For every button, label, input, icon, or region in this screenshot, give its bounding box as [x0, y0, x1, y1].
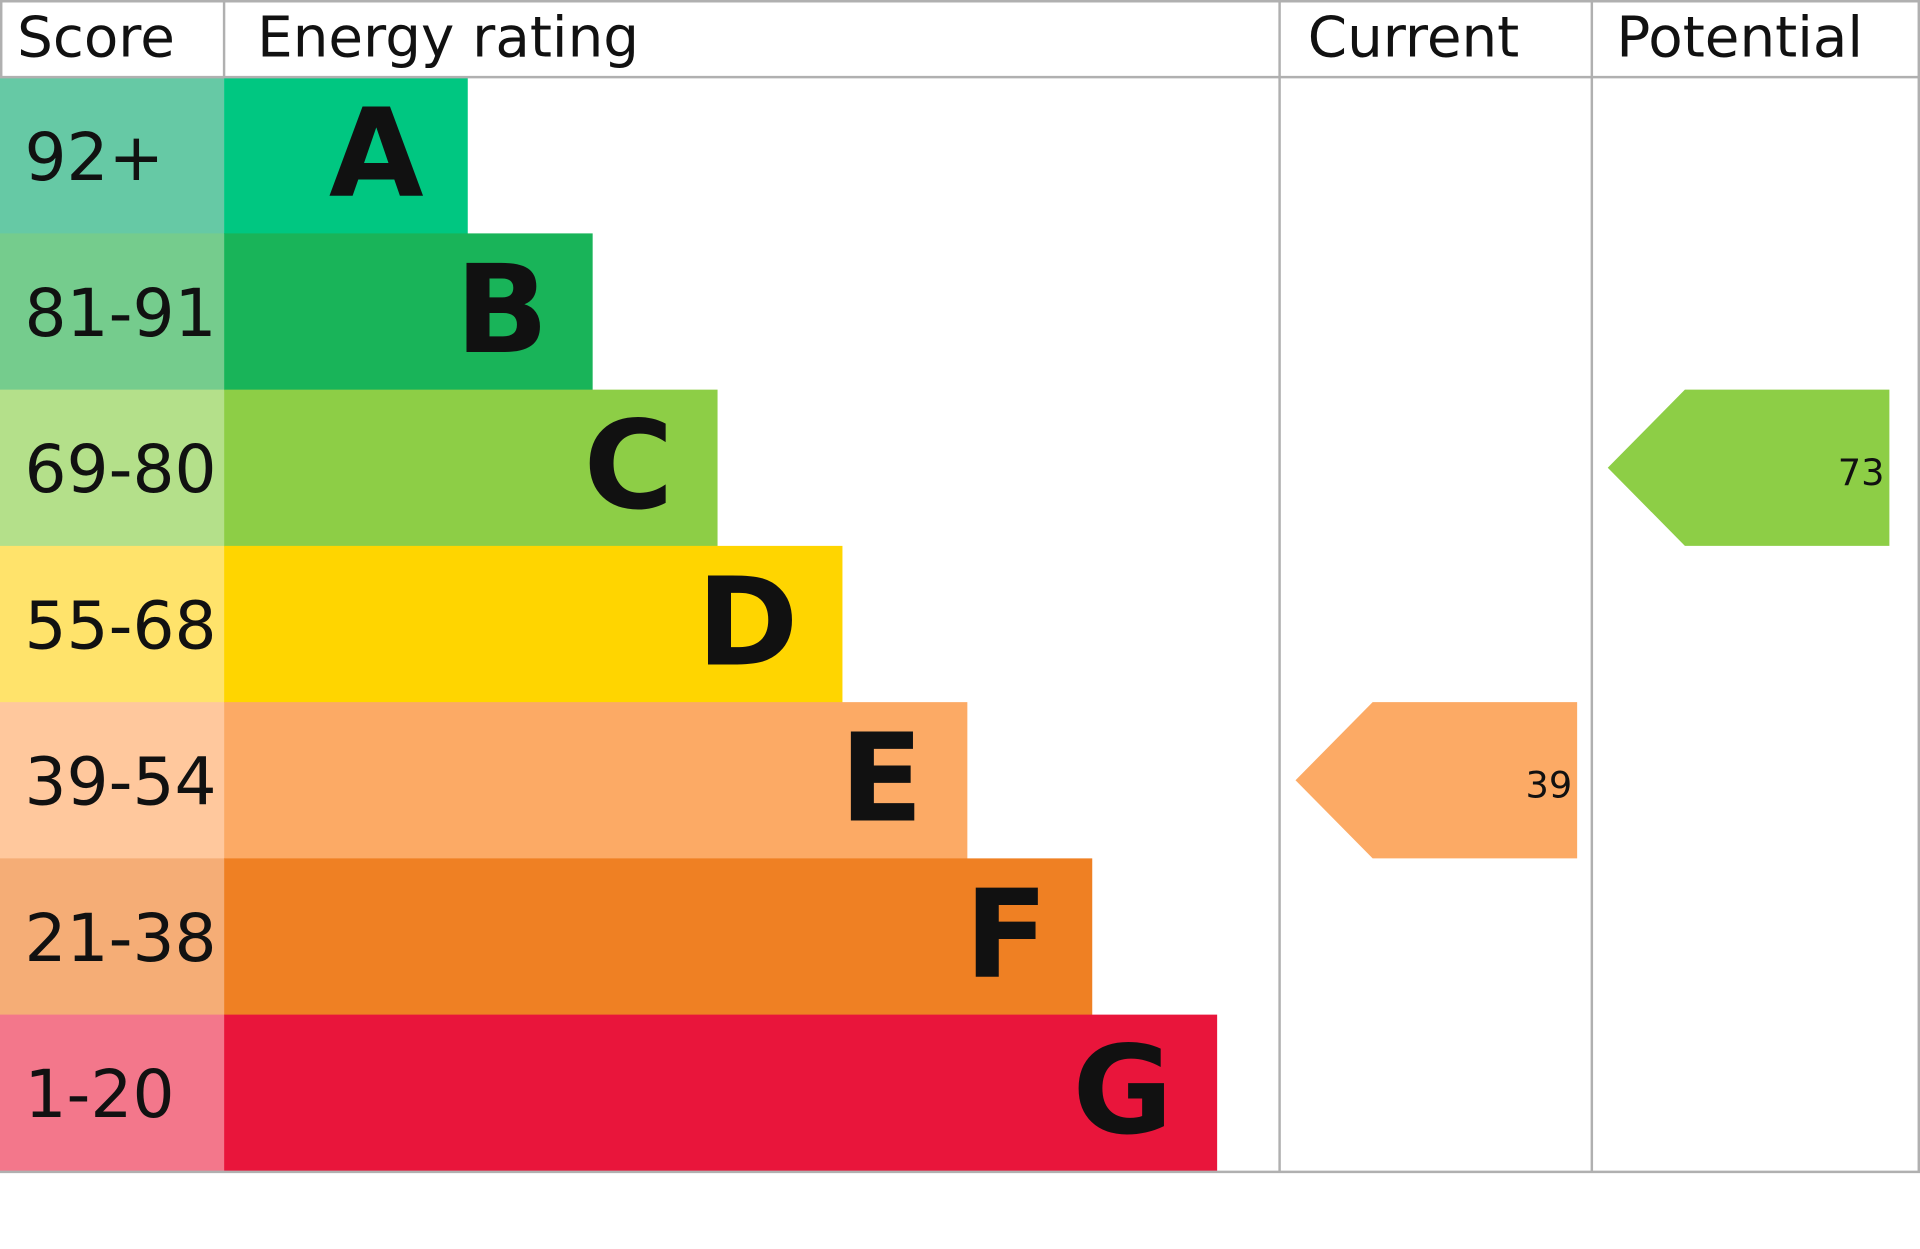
potential-rating-value: 73 [1838, 451, 1885, 494]
score-cell-E [0, 702, 225, 859]
score-range-label: 21-38 [24, 900, 216, 977]
band-letter-E: E [840, 707, 924, 850]
band-bar-F [224, 858, 1093, 1016]
score-range-label: 55-68 [24, 587, 216, 664]
band-letter-F: F [965, 863, 1049, 1006]
score-cell-G [0, 1014, 225, 1172]
current-rating-arrow [1295, 702, 1578, 859]
band-bar-G [224, 1014, 1218, 1172]
band-bar-D [224, 545, 843, 703]
band-bar-A [224, 77, 468, 235]
score-cell-C [0, 389, 225, 547]
band-letter-D: D [697, 550, 799, 693]
score-cell-B [0, 233, 225, 391]
header-current: Current [1308, 5, 1520, 70]
score-range-label: 92+ [24, 119, 164, 196]
header-potential: Potential [1616, 5, 1863, 70]
header-energy-rating: Energy rating [257, 5, 639, 70]
band-bar-B [224, 233, 593, 391]
band-bar-C [224, 389, 718, 547]
score-cell-D [0, 545, 225, 703]
band-bar-E [224, 702, 968, 859]
band-letter-A: A [329, 82, 424, 225]
score-cell-F [0, 858, 225, 1016]
band-letter-B: B [455, 238, 548, 381]
band-letter-G: G [1073, 1019, 1173, 1162]
header-score: Score [17, 5, 175, 70]
score-range-label: 81-91 [24, 275, 216, 352]
potential-rating-arrow [1607, 389, 1890, 546]
band-letter-C: C [584, 394, 674, 537]
score-cell-A [0, 77, 225, 235]
score-range-label: 1-20 [24, 1056, 174, 1133]
score-range-label: 39-54 [24, 744, 216, 821]
score-range-label: 69-80 [24, 431, 216, 508]
current-rating-value: 39 [1526, 763, 1573, 806]
